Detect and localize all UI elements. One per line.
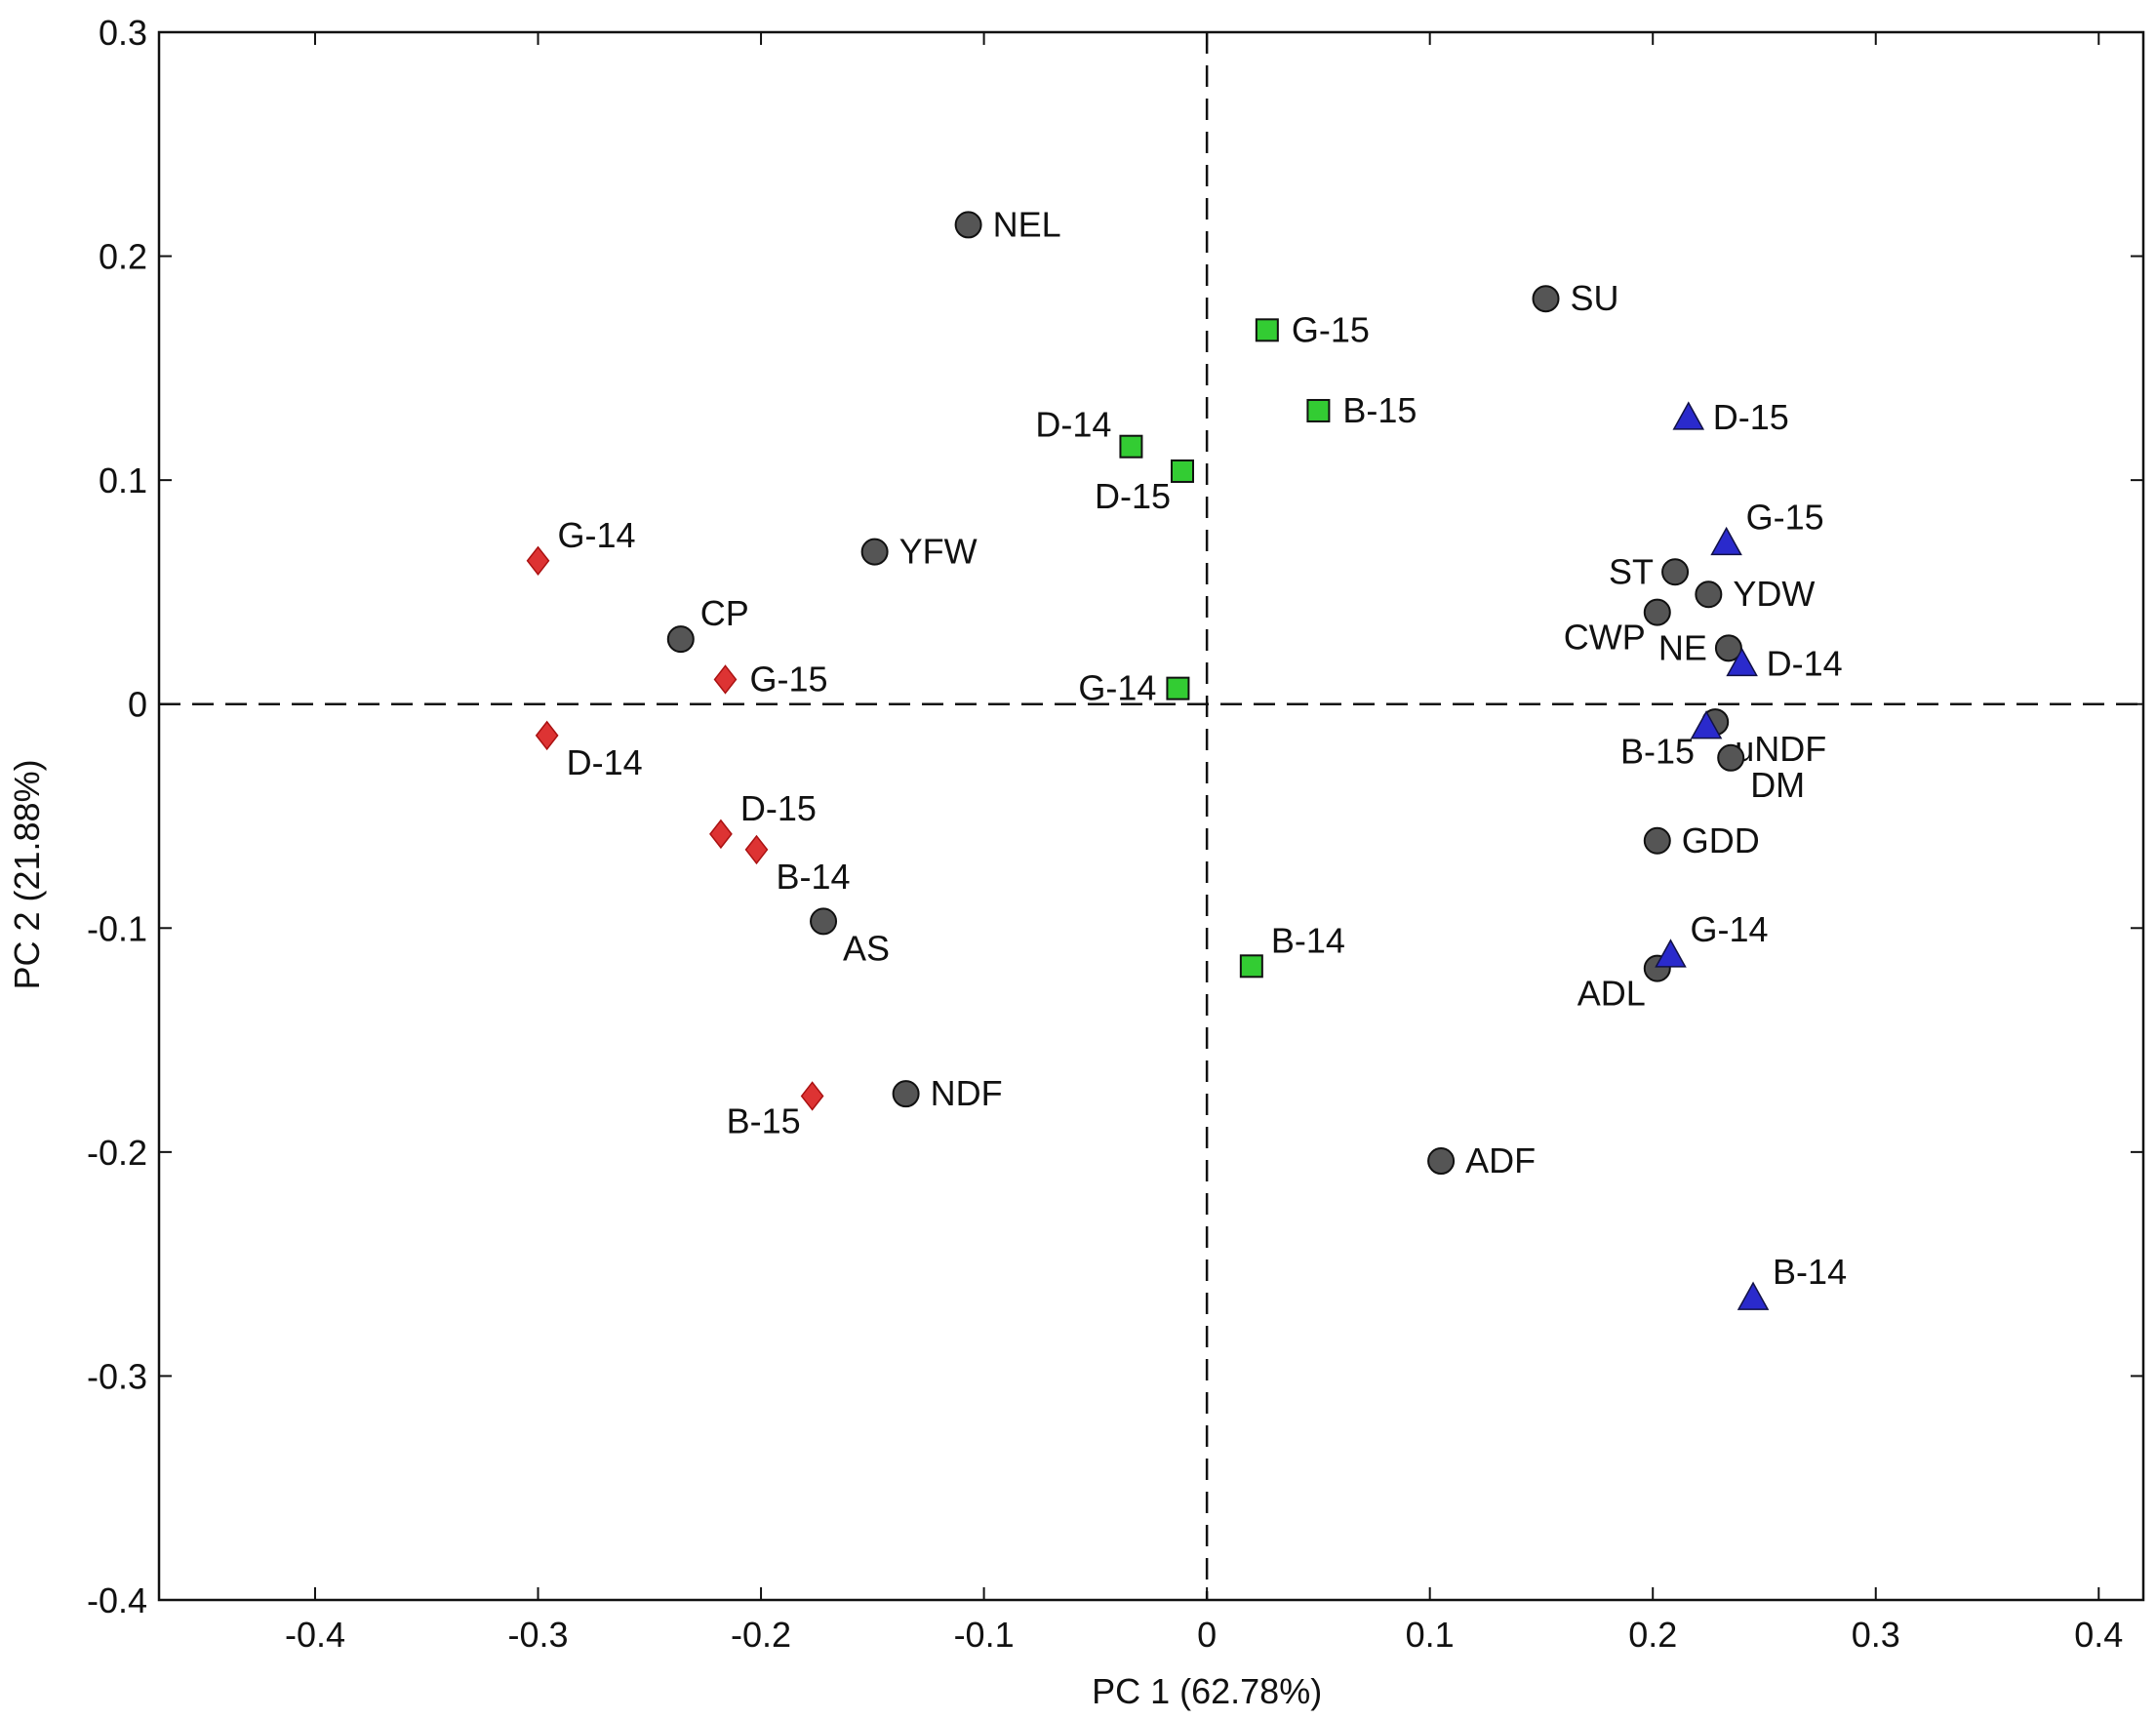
diamond-point [713, 664, 738, 695]
y-tick-label: -0.2 [87, 1133, 147, 1173]
reference-lines [159, 32, 2143, 1600]
square-point [1255, 318, 1279, 342]
y-tick-label: 0.3 [99, 13, 147, 53]
square-point [1306, 398, 1331, 422]
point-label: SU [1571, 278, 1619, 318]
triangle-point [1672, 401, 1705, 430]
series-green-squares: G-15 B-15 D-14 D-15 G-14 B-14 [1035, 309, 1417, 979]
point-label: G-15 [1292, 309, 1370, 349]
point-label: D-14 [1035, 405, 1111, 445]
series-red-diamonds: G-14 G-15 D-14 D-15 B-14 B-15 [526, 515, 851, 1140]
triangle-point [1690, 710, 1723, 740]
point-label: NDF [931, 1073, 1003, 1113]
point-label: AS [843, 928, 890, 968]
point-label: DM [1750, 765, 1805, 805]
plot-frame [157, 30, 2145, 1602]
point-label: YDW [1733, 574, 1815, 614]
point-label: G-14 [1078, 668, 1156, 708]
point-label: D-14 [1767, 643, 1843, 683]
point-label: D-15 [1095, 476, 1171, 516]
y-axis-title: PC 2 (21.88%) [7, 759, 47, 989]
y-tick-label: -0.4 [87, 1580, 147, 1620]
diamond-point [800, 1081, 824, 1111]
x-tick-label: 0.2 [1628, 1615, 1677, 1655]
point-label: ADL [1577, 974, 1646, 1014]
point-label: G-15 [1746, 497, 1824, 537]
point-label: uNDF [1735, 729, 1826, 769]
diamond-point [709, 819, 733, 850]
variable-point [892, 1080, 920, 1108]
point-label: ADF [1465, 1140, 1536, 1180]
point-label: CP [700, 593, 749, 633]
y-tick-label: 0.1 [99, 460, 147, 500]
x-tick-label: 0.3 [1852, 1615, 1900, 1655]
x-tick-label: 0.4 [2074, 1615, 2123, 1655]
point-label: G-14 [558, 515, 636, 555]
point-label: D-15 [1713, 397, 1789, 437]
y-tick-label: 0 [128, 685, 147, 725]
point-label: B-14 [776, 857, 850, 897]
point-label: G-14 [1690, 909, 1768, 949]
y-tick-label: 0.2 [99, 237, 147, 277]
point-label: NEL [993, 204, 1061, 244]
variable-point [860, 538, 889, 566]
axis-ticks: -0.4 -0.3 -0.2 -0.1 0 0.1 0.2 0.3 0.4 0.3 0.2 0.1 0 -… [87, 13, 2143, 1655]
triangle-point [1737, 1281, 1770, 1310]
diamond-point [526, 545, 550, 577]
variable-point [1661, 558, 1690, 586]
variable-point [1643, 826, 1671, 855]
x-tick-label: -0.1 [954, 1615, 1015, 1655]
x-tick-label: -0.3 [507, 1615, 568, 1655]
square-point [1239, 954, 1263, 979]
variable-point [1717, 743, 1745, 772]
x-axis-title: PC 1 (62.78%) [1092, 1671, 1322, 1711]
variable-point [1643, 598, 1671, 626]
point-label: G-15 [749, 659, 827, 699]
point-label: D-15 [740, 788, 817, 828]
point-label: B-14 [1271, 920, 1345, 960]
square-point [1119, 434, 1143, 459]
point-label: CWP [1564, 618, 1646, 658]
y-tick-label: -0.1 [87, 908, 147, 948]
series-blue-triangles: D-15 G-15 D-14 B-15 G-14 B-14 [1620, 397, 1847, 1310]
variable-point [1427, 1147, 1456, 1176]
x-tick-label: 0.1 [1406, 1615, 1455, 1655]
point-label: ST [1609, 551, 1654, 591]
y-tick-label: -0.3 [87, 1356, 147, 1396]
point-label: D-14 [567, 742, 643, 782]
point-label: B-15 [1620, 732, 1695, 772]
x-tick-label: 0 [1197, 1615, 1217, 1655]
variable-point [810, 907, 838, 936]
point-label: YFW [899, 532, 978, 572]
square-point [1170, 459, 1194, 483]
triangle-point [1655, 939, 1687, 968]
x-tick-label: -0.2 [731, 1615, 791, 1655]
variable-point [1532, 285, 1560, 313]
triangle-point [1726, 647, 1758, 677]
diamond-point [535, 720, 559, 751]
variable-point [954, 211, 982, 239]
point-label: B-15 [727, 1100, 801, 1140]
point-label: GDD [1682, 820, 1760, 860]
variable-point [1695, 580, 1723, 609]
square-point [1166, 676, 1190, 700]
x-tick-label: -0.4 [285, 1615, 345, 1655]
point-label: B-14 [1773, 1252, 1847, 1292]
triangle-point [1710, 526, 1742, 556]
diamond-point [744, 834, 769, 865]
point-label: NE [1658, 627, 1707, 667]
variable-point [666, 625, 695, 654]
variable-point [1714, 634, 1742, 662]
point-label: B-15 [1342, 390, 1417, 430]
